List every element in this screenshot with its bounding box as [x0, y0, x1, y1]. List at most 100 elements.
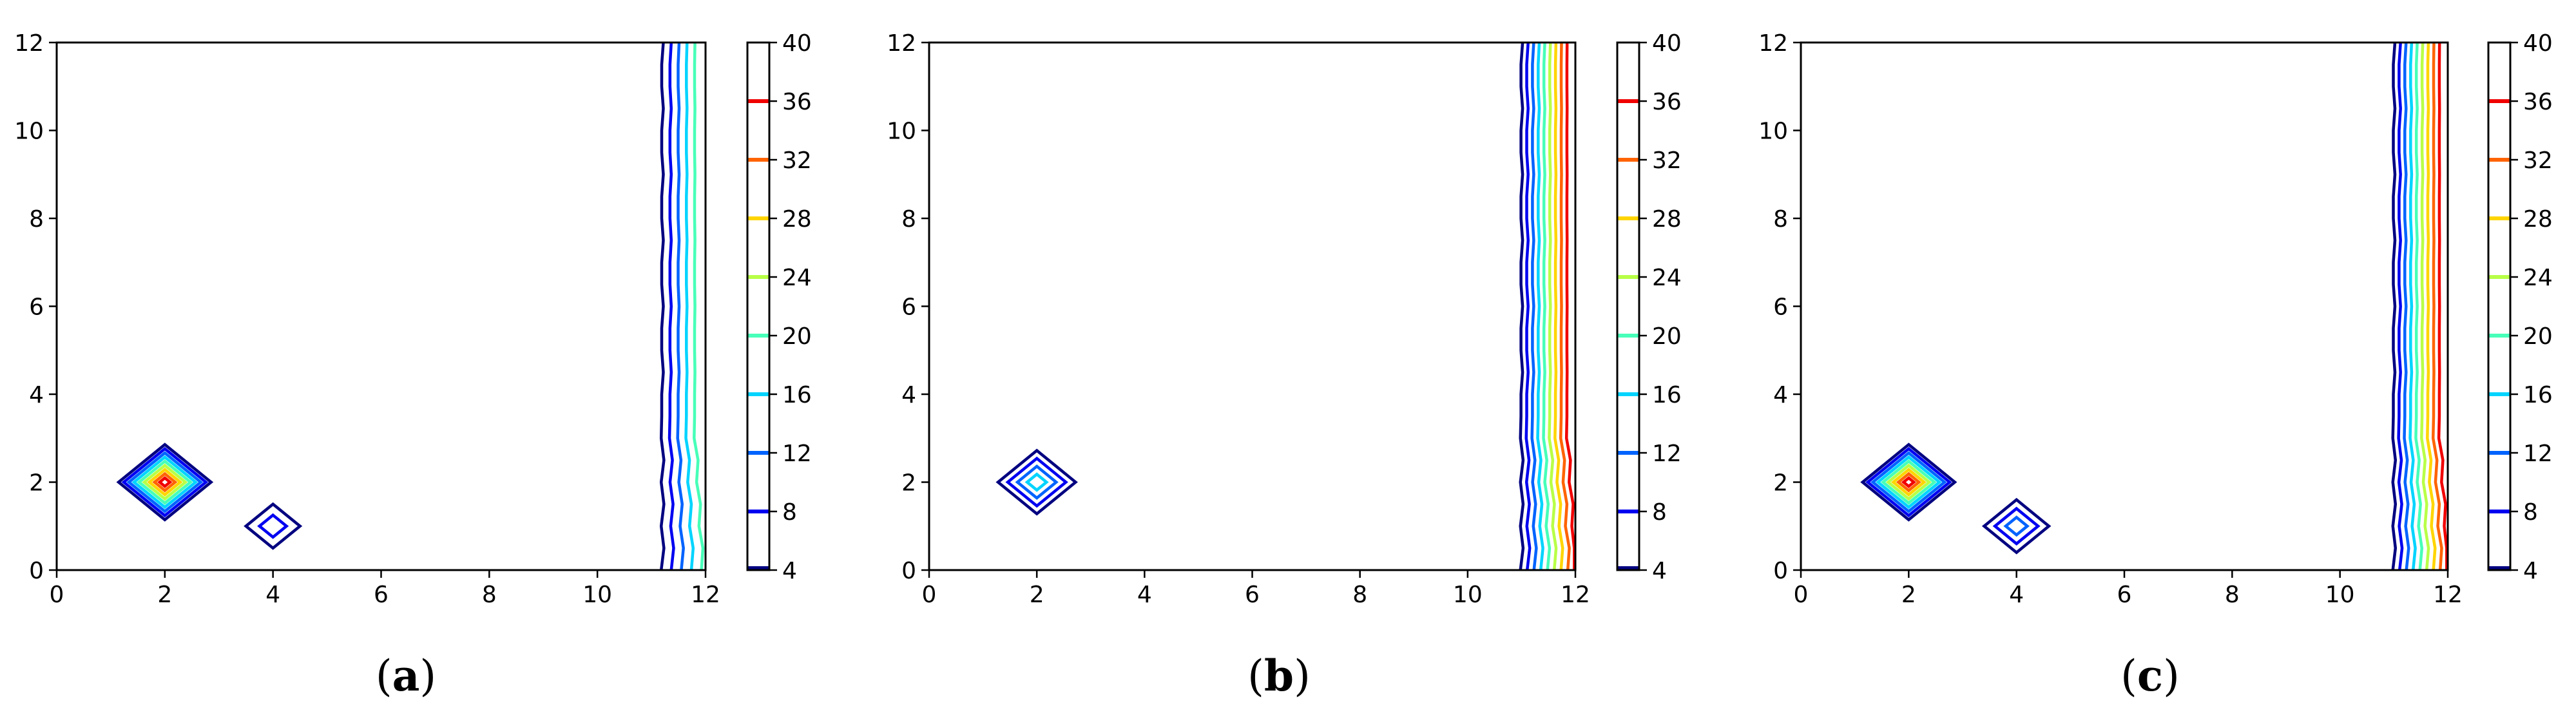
contour-line	[2397, 42, 2404, 571]
colorbar: 4 8 12 16 20 24 28 32 36 40	[1616, 30, 1682, 584]
contour-line	[131, 455, 198, 510]
panel-label: (b)	[1247, 651, 1311, 701]
contour-line	[1005, 456, 1068, 508]
x-tick-label: 10	[1453, 582, 1483, 608]
contour-line	[693, 42, 705, 571]
y-tick-label: 2	[29, 470, 44, 497]
colorbar-tick-label: 16	[1652, 382, 1682, 408]
x-tick-label: 8	[2225, 582, 2240, 608]
colorbar-tick-label: 36	[2523, 89, 2553, 115]
colorbar-tick-label: 12	[1652, 441, 1682, 467]
contour-line	[137, 459, 193, 505]
x-tick-label: 6	[374, 582, 389, 608]
x-tick-label: 6	[2117, 582, 2132, 608]
y-tick-label: 10	[887, 119, 916, 145]
colorbar-tick-label: 8	[1652, 499, 1667, 526]
contour-line	[1881, 459, 1937, 505]
y-tick-label: 0	[29, 558, 44, 584]
plot-area	[929, 43, 1575, 570]
x-tick-label: 2	[1901, 582, 1916, 608]
contour-line	[126, 451, 204, 513]
x-tick-label: 12	[691, 582, 720, 608]
colorbar-tick-label: 36	[1652, 89, 1682, 115]
x-tick-label: 8	[1352, 582, 1367, 608]
y-tick-label: 10	[14, 119, 44, 145]
x-tick-label: 12	[2433, 582, 2463, 608]
x-tick-label: 2	[157, 582, 172, 608]
y-tick-label: 4	[901, 382, 916, 408]
colorbar-tick-label: 32	[1652, 148, 1682, 174]
contour-line	[1542, 42, 1552, 571]
colorbar: 4 8 12 16 20 24 28 32 36 40	[2487, 30, 2553, 584]
contour-line	[157, 476, 173, 488]
colorbar-tick-label: 20	[782, 323, 812, 350]
colorbar-tick-label: 8	[2523, 499, 2538, 526]
contour-line	[668, 42, 675, 571]
colorbar-tick-label: 12	[782, 441, 812, 467]
x-tick-label: 0	[922, 582, 937, 608]
contour-lines	[116, 42, 705, 571]
colorbar-tick-label: 20	[1652, 323, 1682, 350]
colorbar-tick-label: 36	[782, 89, 812, 115]
contour-line	[1981, 497, 2052, 555]
contour-line	[2003, 515, 2030, 537]
y-tick-label: 6	[29, 294, 44, 321]
colorbar-tick-label: 32	[782, 148, 812, 174]
y-tick-label: 0	[901, 558, 916, 584]
contour-line	[1519, 42, 1525, 571]
x-tick-label: 4	[1137, 582, 1152, 608]
x-tick-label: 0	[50, 582, 64, 608]
colorbar-frame	[746, 41, 771, 571]
colorbar-tick-label: 24	[1652, 265, 1682, 291]
colorbar-tick-label: 16	[2523, 382, 2553, 408]
y-tick-label: 6	[901, 294, 916, 321]
contour-line	[1548, 42, 1558, 571]
y-tick-label: 4	[1773, 382, 1788, 408]
contour-line	[684, 42, 695, 571]
contour-line	[659, 42, 666, 571]
contour-line	[142, 463, 188, 501]
colorbar-tick-label: 24	[2523, 265, 2553, 291]
y-tick-label: 2	[901, 470, 916, 497]
contour-line	[1553, 42, 1564, 571]
colorbar-tick-label: 16	[782, 382, 812, 408]
contour-line	[2403, 42, 2410, 571]
contour-line	[1524, 42, 1532, 571]
contour-line	[244, 502, 303, 550]
x-tick-label: 8	[482, 582, 497, 608]
y-tick-label: 8	[901, 206, 916, 233]
y-tick-label: 10	[1758, 119, 1788, 145]
contour-line	[121, 446, 209, 518]
plot-area	[57, 43, 706, 570]
colorbar-tick-label: 20	[2523, 323, 2553, 350]
colorbar-frame	[2487, 41, 2512, 571]
y-tick-label: 12	[887, 30, 916, 57]
contour-line	[257, 513, 289, 539]
panel-label: (c)	[2120, 651, 2180, 701]
contour-line	[1992, 506, 2041, 546]
colorbar-tick-label: 40	[1652, 30, 1682, 57]
contour-lines	[995, 42, 1576, 571]
contour-line	[2391, 42, 2398, 571]
colorbar-tick-label: 40	[782, 30, 812, 57]
contour-line	[1885, 463, 1932, 501]
contour-line	[147, 468, 183, 497]
contour-line	[1564, 42, 1576, 570]
contour-line	[1870, 451, 1947, 513]
x-tick-label: 4	[265, 582, 280, 608]
contour-line	[2420, 42, 2430, 571]
contour-line	[1024, 472, 1049, 492]
colorbar-tick-label: 28	[782, 206, 812, 233]
contour-line	[1536, 42, 1544, 571]
contour-line	[1559, 42, 1571, 571]
x-tick-label: 6	[1245, 582, 1260, 608]
contour-line	[1876, 455, 1942, 510]
x-tick-label: 4	[2009, 582, 2024, 608]
contour-line	[1860, 443, 1957, 522]
y-tick-label: 8	[29, 206, 44, 233]
contour-line	[2431, 42, 2443, 571]
colorbar-tick-label: 8	[782, 499, 797, 526]
